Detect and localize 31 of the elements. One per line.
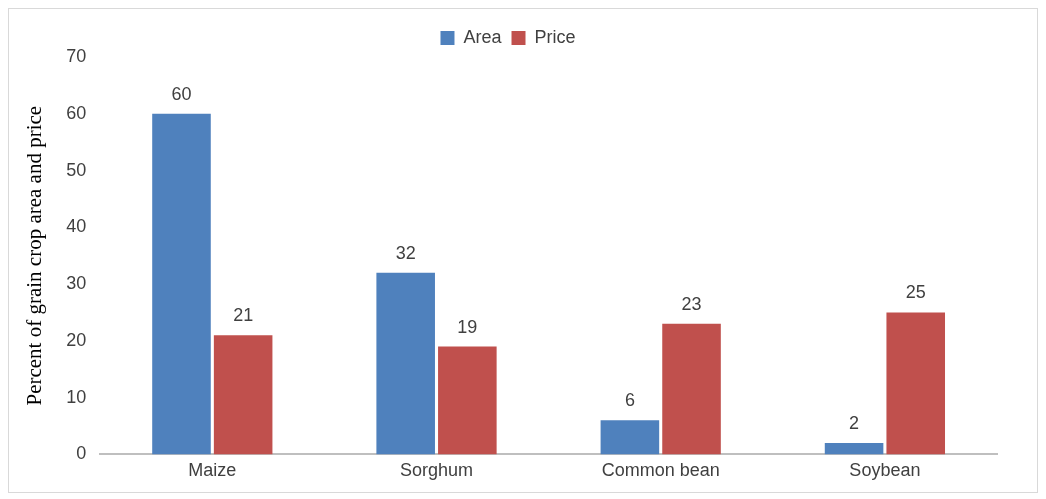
data-label: 23 [681,293,702,314]
x-tick-label: Common bean [601,460,720,481]
y-tick-label: 20 [66,329,87,350]
bar [824,443,884,455]
bar [438,346,497,455]
legend-label: Area [463,26,503,47]
data-label: 21 [233,305,254,326]
data-label: 19 [457,316,478,337]
y-tick-label: 10 [66,386,87,407]
y-tick-label: 70 [66,45,87,66]
y-tick-label: 60 [66,102,87,123]
y-tick-label: 40 [66,216,87,237]
x-tick-label: Soybean [849,460,921,481]
bar [152,113,211,455]
bar [213,335,273,455]
data-label: 2 [849,413,860,434]
bar [600,420,660,455]
x-tick-label: Maize [188,460,237,481]
x-tick-label: Sorghum [399,460,474,481]
legend-label: Price [534,26,576,47]
data-label: 25 [905,282,926,303]
bar [662,323,721,455]
y-tick-label: 50 [66,159,87,180]
data-label: 6 [624,390,635,411]
y-tick-label: 0 [76,443,87,464]
data-label: 32 [395,242,416,263]
data-label: 60 [171,83,192,104]
y-tick-label: 30 [66,273,87,294]
bar [886,312,946,455]
y-axis-title: Percent of grain crop area and price [22,105,47,406]
bar [376,272,435,455]
